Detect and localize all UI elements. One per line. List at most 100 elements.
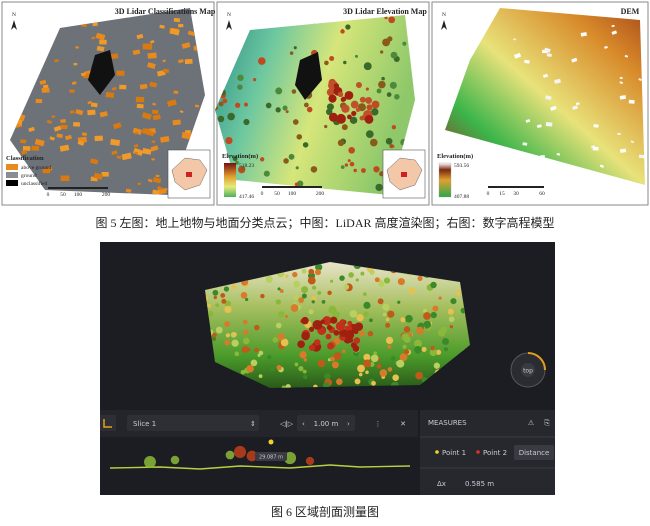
patch xyxy=(363,311,369,317)
patch xyxy=(235,160,239,165)
patch xyxy=(132,49,141,55)
patch xyxy=(301,316,309,325)
patch xyxy=(91,36,96,40)
patch xyxy=(240,291,248,299)
patch xyxy=(60,119,66,123)
patch xyxy=(340,165,345,169)
patch xyxy=(513,52,522,59)
mode-button[interactable] xyxy=(514,445,554,460)
patch xyxy=(556,153,561,156)
patch xyxy=(51,115,56,118)
patch xyxy=(417,275,423,281)
compass-label: top xyxy=(523,368,533,375)
patch xyxy=(284,314,289,318)
patch xyxy=(241,166,246,171)
patch xyxy=(338,328,347,337)
scale-label: 100 xyxy=(74,192,83,198)
slice-tool-button[interactable] xyxy=(100,415,116,431)
patch xyxy=(385,317,390,322)
slice-tool-icon xyxy=(103,419,112,428)
close-button[interactable]: ✕ xyxy=(400,420,406,428)
patch xyxy=(279,289,284,293)
patch xyxy=(169,27,180,36)
patch xyxy=(69,110,75,114)
patch xyxy=(59,144,70,152)
patch xyxy=(232,156,238,162)
patch xyxy=(330,356,335,362)
patch xyxy=(347,320,353,326)
compass-center[interactable] xyxy=(521,363,535,377)
patch xyxy=(619,77,623,79)
patch xyxy=(293,294,299,301)
patch xyxy=(53,125,62,132)
patch xyxy=(423,312,431,320)
patch xyxy=(301,293,307,299)
step-decrease[interactable]: ‹ xyxy=(302,420,305,428)
patch xyxy=(280,338,289,347)
patch xyxy=(173,17,181,23)
patch xyxy=(39,79,47,85)
patch xyxy=(119,84,127,90)
patch xyxy=(359,96,366,103)
legend-item: above ground xyxy=(21,165,51,171)
patch xyxy=(240,369,246,375)
split-icon[interactable]: ◁|▷ xyxy=(280,420,294,428)
profile-tree xyxy=(233,445,247,459)
patch xyxy=(116,70,125,76)
patch xyxy=(116,155,122,159)
export-icon[interactable]: ⎘ xyxy=(544,419,550,427)
legend-title: Classification xyxy=(6,155,44,162)
patch xyxy=(28,126,35,132)
scale-bar xyxy=(262,186,322,188)
patch xyxy=(81,132,87,137)
patch xyxy=(293,46,297,50)
patch xyxy=(111,150,118,156)
scale-label: 60 xyxy=(539,191,545,197)
patch xyxy=(359,330,365,337)
patch xyxy=(391,125,396,130)
patch xyxy=(354,322,364,331)
patch xyxy=(403,326,411,333)
patch xyxy=(281,385,286,388)
slice-select[interactable] xyxy=(127,415,259,431)
measure-tool-icon[interactable]: ⚠ xyxy=(528,419,535,427)
scale-label: 15 xyxy=(499,191,505,197)
patch xyxy=(133,147,144,157)
patch xyxy=(303,374,308,379)
patch xyxy=(341,124,348,131)
measure-point[interactable] xyxy=(268,439,274,445)
patch xyxy=(365,96,373,104)
patch xyxy=(433,362,440,369)
patch xyxy=(371,108,379,116)
patch xyxy=(349,161,355,167)
profile-tree xyxy=(144,456,156,468)
patch xyxy=(152,189,160,195)
patch xyxy=(282,105,288,111)
patch xyxy=(187,30,195,37)
patch xyxy=(373,351,377,355)
patch xyxy=(545,122,553,127)
patch xyxy=(224,339,231,346)
patch xyxy=(267,354,272,360)
patch xyxy=(376,88,382,94)
patch xyxy=(624,54,629,58)
patch xyxy=(312,319,323,330)
legend-title: Elevation(m) xyxy=(222,153,258,160)
patch xyxy=(432,305,439,312)
patch xyxy=(301,286,309,294)
patch xyxy=(604,46,608,49)
step-input[interactable] xyxy=(297,415,355,431)
patch xyxy=(142,43,153,50)
patch xyxy=(365,130,374,138)
step-increase[interactable]: › xyxy=(347,420,350,428)
patch xyxy=(390,356,396,361)
patch xyxy=(522,142,528,146)
patch xyxy=(275,322,282,329)
patch xyxy=(215,326,223,334)
patch xyxy=(430,281,437,289)
patch xyxy=(328,94,337,103)
more-button[interactable]: ⋮ xyxy=(375,420,382,428)
patch xyxy=(400,317,406,323)
patch xyxy=(368,318,373,323)
patch xyxy=(293,280,301,288)
